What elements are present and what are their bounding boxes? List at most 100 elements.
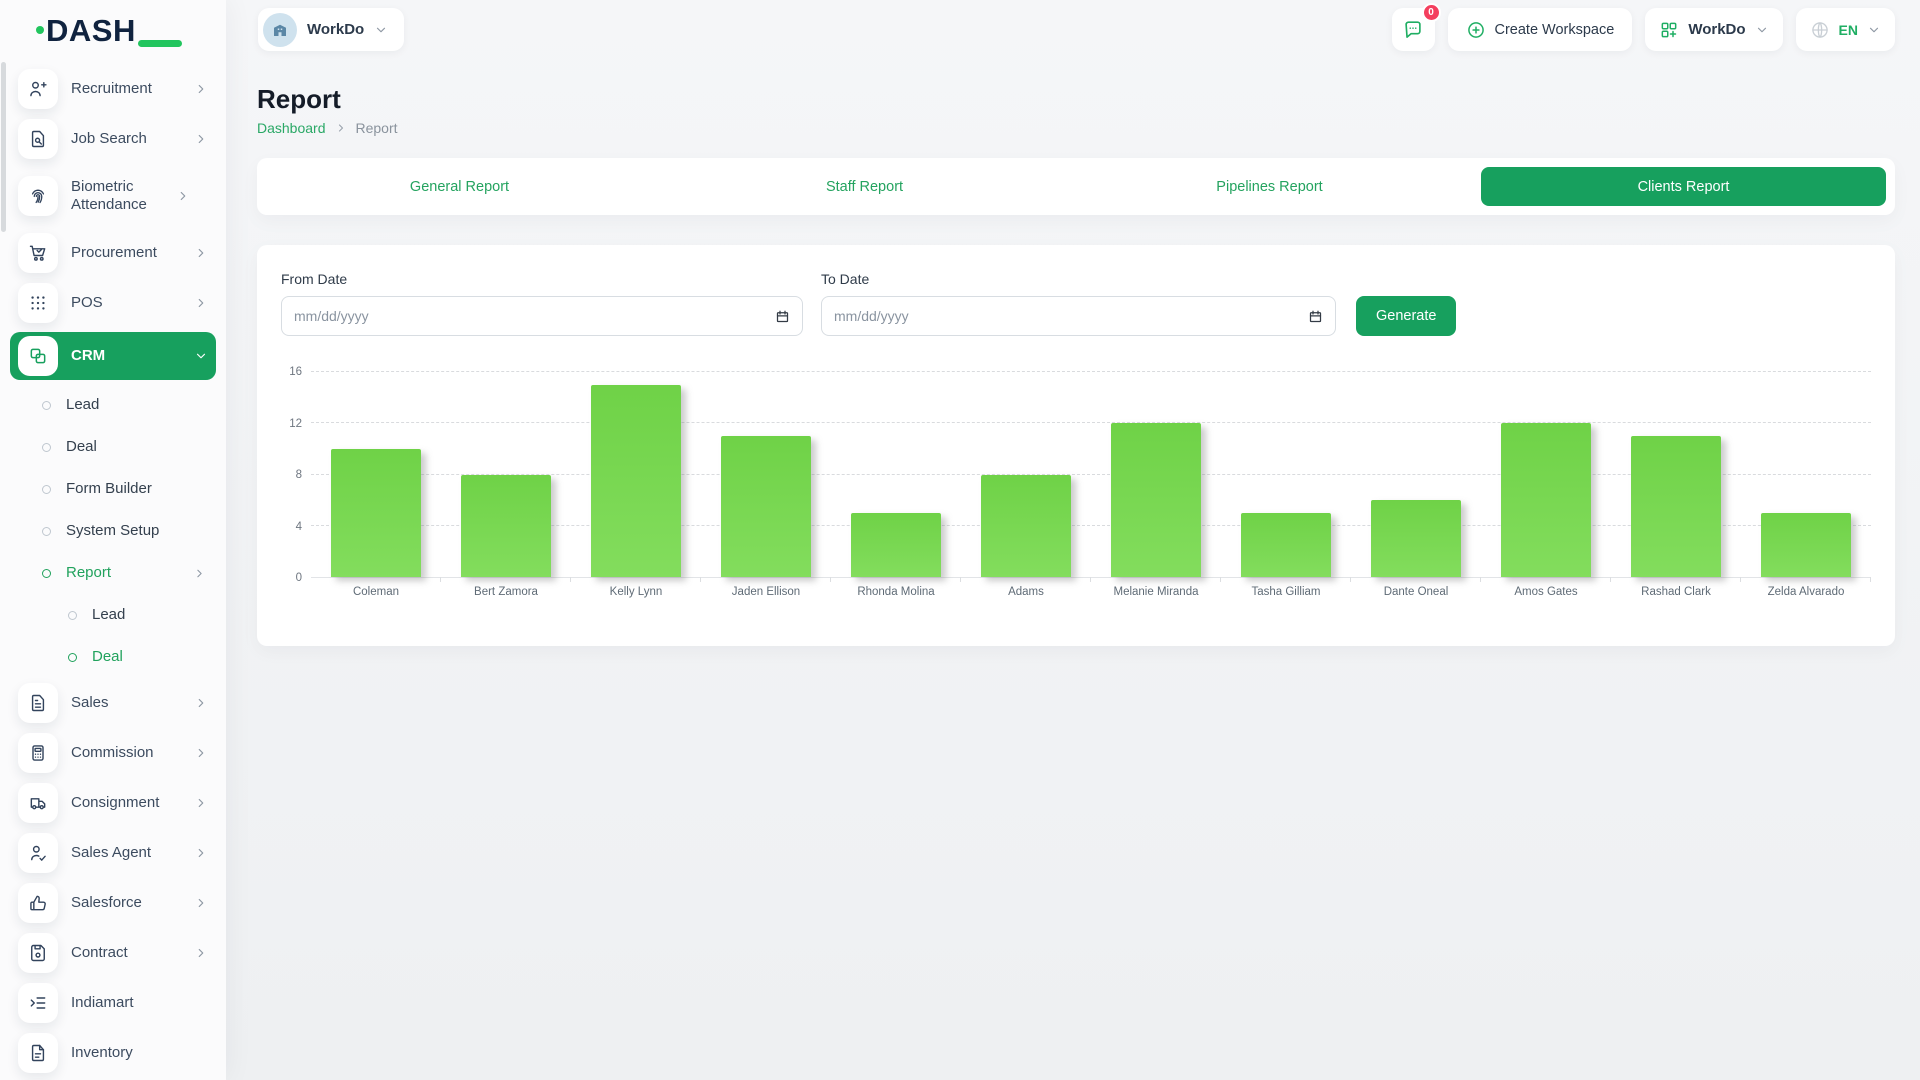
- language-selector[interactable]: EN: [1795, 8, 1895, 51]
- sidebar-item-recruitment[interactable]: Recruitment: [10, 64, 216, 114]
- sidebar-subitem-lead[interactable]: Lead: [30, 384, 226, 426]
- header-actions: 0 Create Workspace WorkDo EN: [1391, 3, 1895, 51]
- messages-button[interactable]: 0: [1391, 3, 1441, 51]
- sidebar-subitem-report[interactable]: Report: [30, 552, 226, 594]
- clients-report-panel: From Date mm/dd/yyyy To Date mm/dd/yyyy …: [257, 245, 1895, 646]
- bullet-icon: [68, 610, 77, 620]
- from-date-input[interactable]: mm/dd/yyyy: [281, 296, 803, 336]
- calendar-icon[interactable]: [775, 309, 790, 324]
- x-axis-label: Rhonda Molina: [857, 586, 935, 598]
- sidebar-item-job-search[interactable]: Job Search: [10, 114, 216, 164]
- gridline: [311, 371, 1871, 372]
- sidebar-item-pos[interactable]: POS: [10, 278, 216, 328]
- bar-column: [1611, 372, 1741, 582]
- chevron-right-icon: [194, 132, 208, 146]
- logo-dot-accent: [36, 26, 44, 34]
- sidebar-item-biometric-attendance[interactable]: Biometric Attendance: [10, 164, 216, 228]
- x-axis-label: Jaden Ellison: [731, 586, 801, 598]
- sidebar-item-commission[interactable]: Commission: [10, 728, 216, 778]
- tab-pipelines-report[interactable]: Pipelines Report: [1216, 178, 1323, 195]
- file-search-icon: [18, 119, 58, 159]
- x-axis-label: Zelda Alvarado: [1767, 586, 1845, 598]
- y-tick-label: 8: [295, 469, 302, 481]
- sidebar-item-inventory[interactable]: Inventory: [10, 1028, 216, 1078]
- file-icon: [18, 1033, 58, 1073]
- bar-coleman: [331, 448, 421, 577]
- date-filter-row: From Date mm/dd/yyyy To Date mm/dd/yyyy …: [281, 271, 1871, 336]
- sidebar-subitem-deal[interactable]: Deal: [30, 426, 226, 468]
- workspace-name: WorkDo: [307, 21, 365, 38]
- bullet-icon: [42, 400, 51, 410]
- chevron-down-icon: [194, 349, 208, 363]
- bar-column: [1351, 372, 1481, 582]
- chevron-right-icon: [194, 896, 208, 910]
- messages-badge: 0: [1421, 3, 1441, 22]
- x-axis-label: Kelly Lynn: [609, 586, 663, 598]
- breadcrumb: Dashboard Report: [257, 120, 398, 136]
- page-title: Report: [257, 84, 341, 114]
- sidebar: DASH Recruitment Job Search Biometric At…: [0, 0, 226, 1080]
- sidebar-item-label: Contract: [71, 944, 128, 961]
- chart-xlabels: Coleman Bert Zamora Kelly Lynn Jaden Elliso…: [311, 586, 1871, 598]
- sidebar-item-crm[interactable]: CRM: [10, 332, 216, 380]
- workspace-selector[interactable]: WorkDo: [258, 8, 405, 51]
- logo[interactable]: DASH: [0, 0, 226, 62]
- breadcrumb-dashboard-link[interactable]: Dashboard: [257, 120, 326, 136]
- gridline: [311, 473, 1871, 475]
- sidebar-subitem-label: Lead: [66, 396, 100, 413]
- bar-tasha-gilliam: [1241, 512, 1331, 577]
- sidebar-item-indiamart[interactable]: Indiamart: [10, 978, 216, 1028]
- sidebar-scrollbar[interactable]: [1, 62, 6, 232]
- breadcrumb-current: Report: [355, 120, 398, 136]
- calendar-icon[interactable]: [1308, 309, 1323, 324]
- bullet-icon: [42, 526, 51, 536]
- language-label: EN: [1838, 21, 1858, 38]
- chevron-right-icon: [335, 122, 347, 134]
- sidebar-item-label: Sales Agent: [71, 844, 152, 861]
- grid-dots-icon: [18, 283, 58, 323]
- sidebar-subitem-report-lead[interactable]: Lead: [56, 594, 226, 636]
- chevron-right-icon: [194, 696, 208, 710]
- from-date-label: From Date: [281, 271, 348, 287]
- tab-clients-report[interactable]: Clients Report: [1481, 167, 1886, 206]
- sidebar-subitem-system-setup[interactable]: System Setup: [30, 510, 226, 552]
- sidebar-item-procurement[interactable]: Procurement: [10, 228, 216, 278]
- generate-button[interactable]: Generate: [1356, 296, 1457, 336]
- report-tabs: General Report Staff Report Pipelines Re…: [257, 158, 1895, 215]
- sidebar-item-sales-agent[interactable]: Sales Agent: [10, 828, 216, 878]
- bar-dante-oneal: [1371, 500, 1461, 577]
- sidebar-subitem-form-builder[interactable]: Form Builder: [30, 468, 226, 510]
- bar-column: [1221, 372, 1351, 582]
- sidebar-subitem-label: Form Builder: [66, 480, 152, 497]
- sidebar-item-sales[interactable]: Sales: [10, 678, 216, 728]
- sidebar-item-label: Salesforce: [71, 894, 142, 911]
- report-submenu: Lead Deal: [30, 594, 226, 678]
- fingerprint-icon: [18, 176, 58, 216]
- sidebar-subitem-report-deal[interactable]: Deal: [56, 636, 226, 678]
- bar-column: [831, 372, 961, 582]
- logo-bar-accent: [138, 40, 182, 47]
- tab-general-report[interactable]: General Report: [409, 178, 510, 195]
- clients-bar-chart: 0 4 8 12 16: [281, 366, 1871, 584]
- sidebar-subitem-label: Report: [66, 564, 112, 581]
- x-axis-label: Adams: [1008, 586, 1044, 598]
- create-workspace-label: Create Workspace: [1494, 21, 1615, 38]
- create-workspace-button[interactable]: Create Workspace: [1447, 8, 1633, 51]
- bar-column: [1091, 372, 1221, 582]
- bar-column: [701, 372, 831, 582]
- bar-rashad-clark: [1631, 436, 1721, 577]
- sidebar-item-contract[interactable]: Contract: [10, 928, 216, 978]
- sidebar-item-label: Biometric Attendance: [71, 178, 147, 213]
- bar-column: [961, 372, 1091, 582]
- bullet-icon: [42, 484, 51, 494]
- sidebar-item-consignment[interactable]: Consignment: [10, 778, 216, 828]
- chevron-right-icon: [194, 846, 208, 860]
- to-date-input[interactable]: mm/dd/yyyy: [821, 296, 1336, 336]
- y-tick-label: 0: [295, 572, 302, 584]
- tab-staff-report[interactable]: Staff Report: [825, 178, 904, 195]
- sidebar-item-salesforce[interactable]: Salesforce: [10, 878, 216, 928]
- chevron-down-icon: [1755, 23, 1769, 37]
- app-menu-button[interactable]: WorkDo: [1645, 8, 1783, 51]
- sidebar-item-label: POS: [71, 294, 103, 311]
- sidebar-menu: Recruitment Job Search Biometric Attenda…: [0, 62, 226, 1080]
